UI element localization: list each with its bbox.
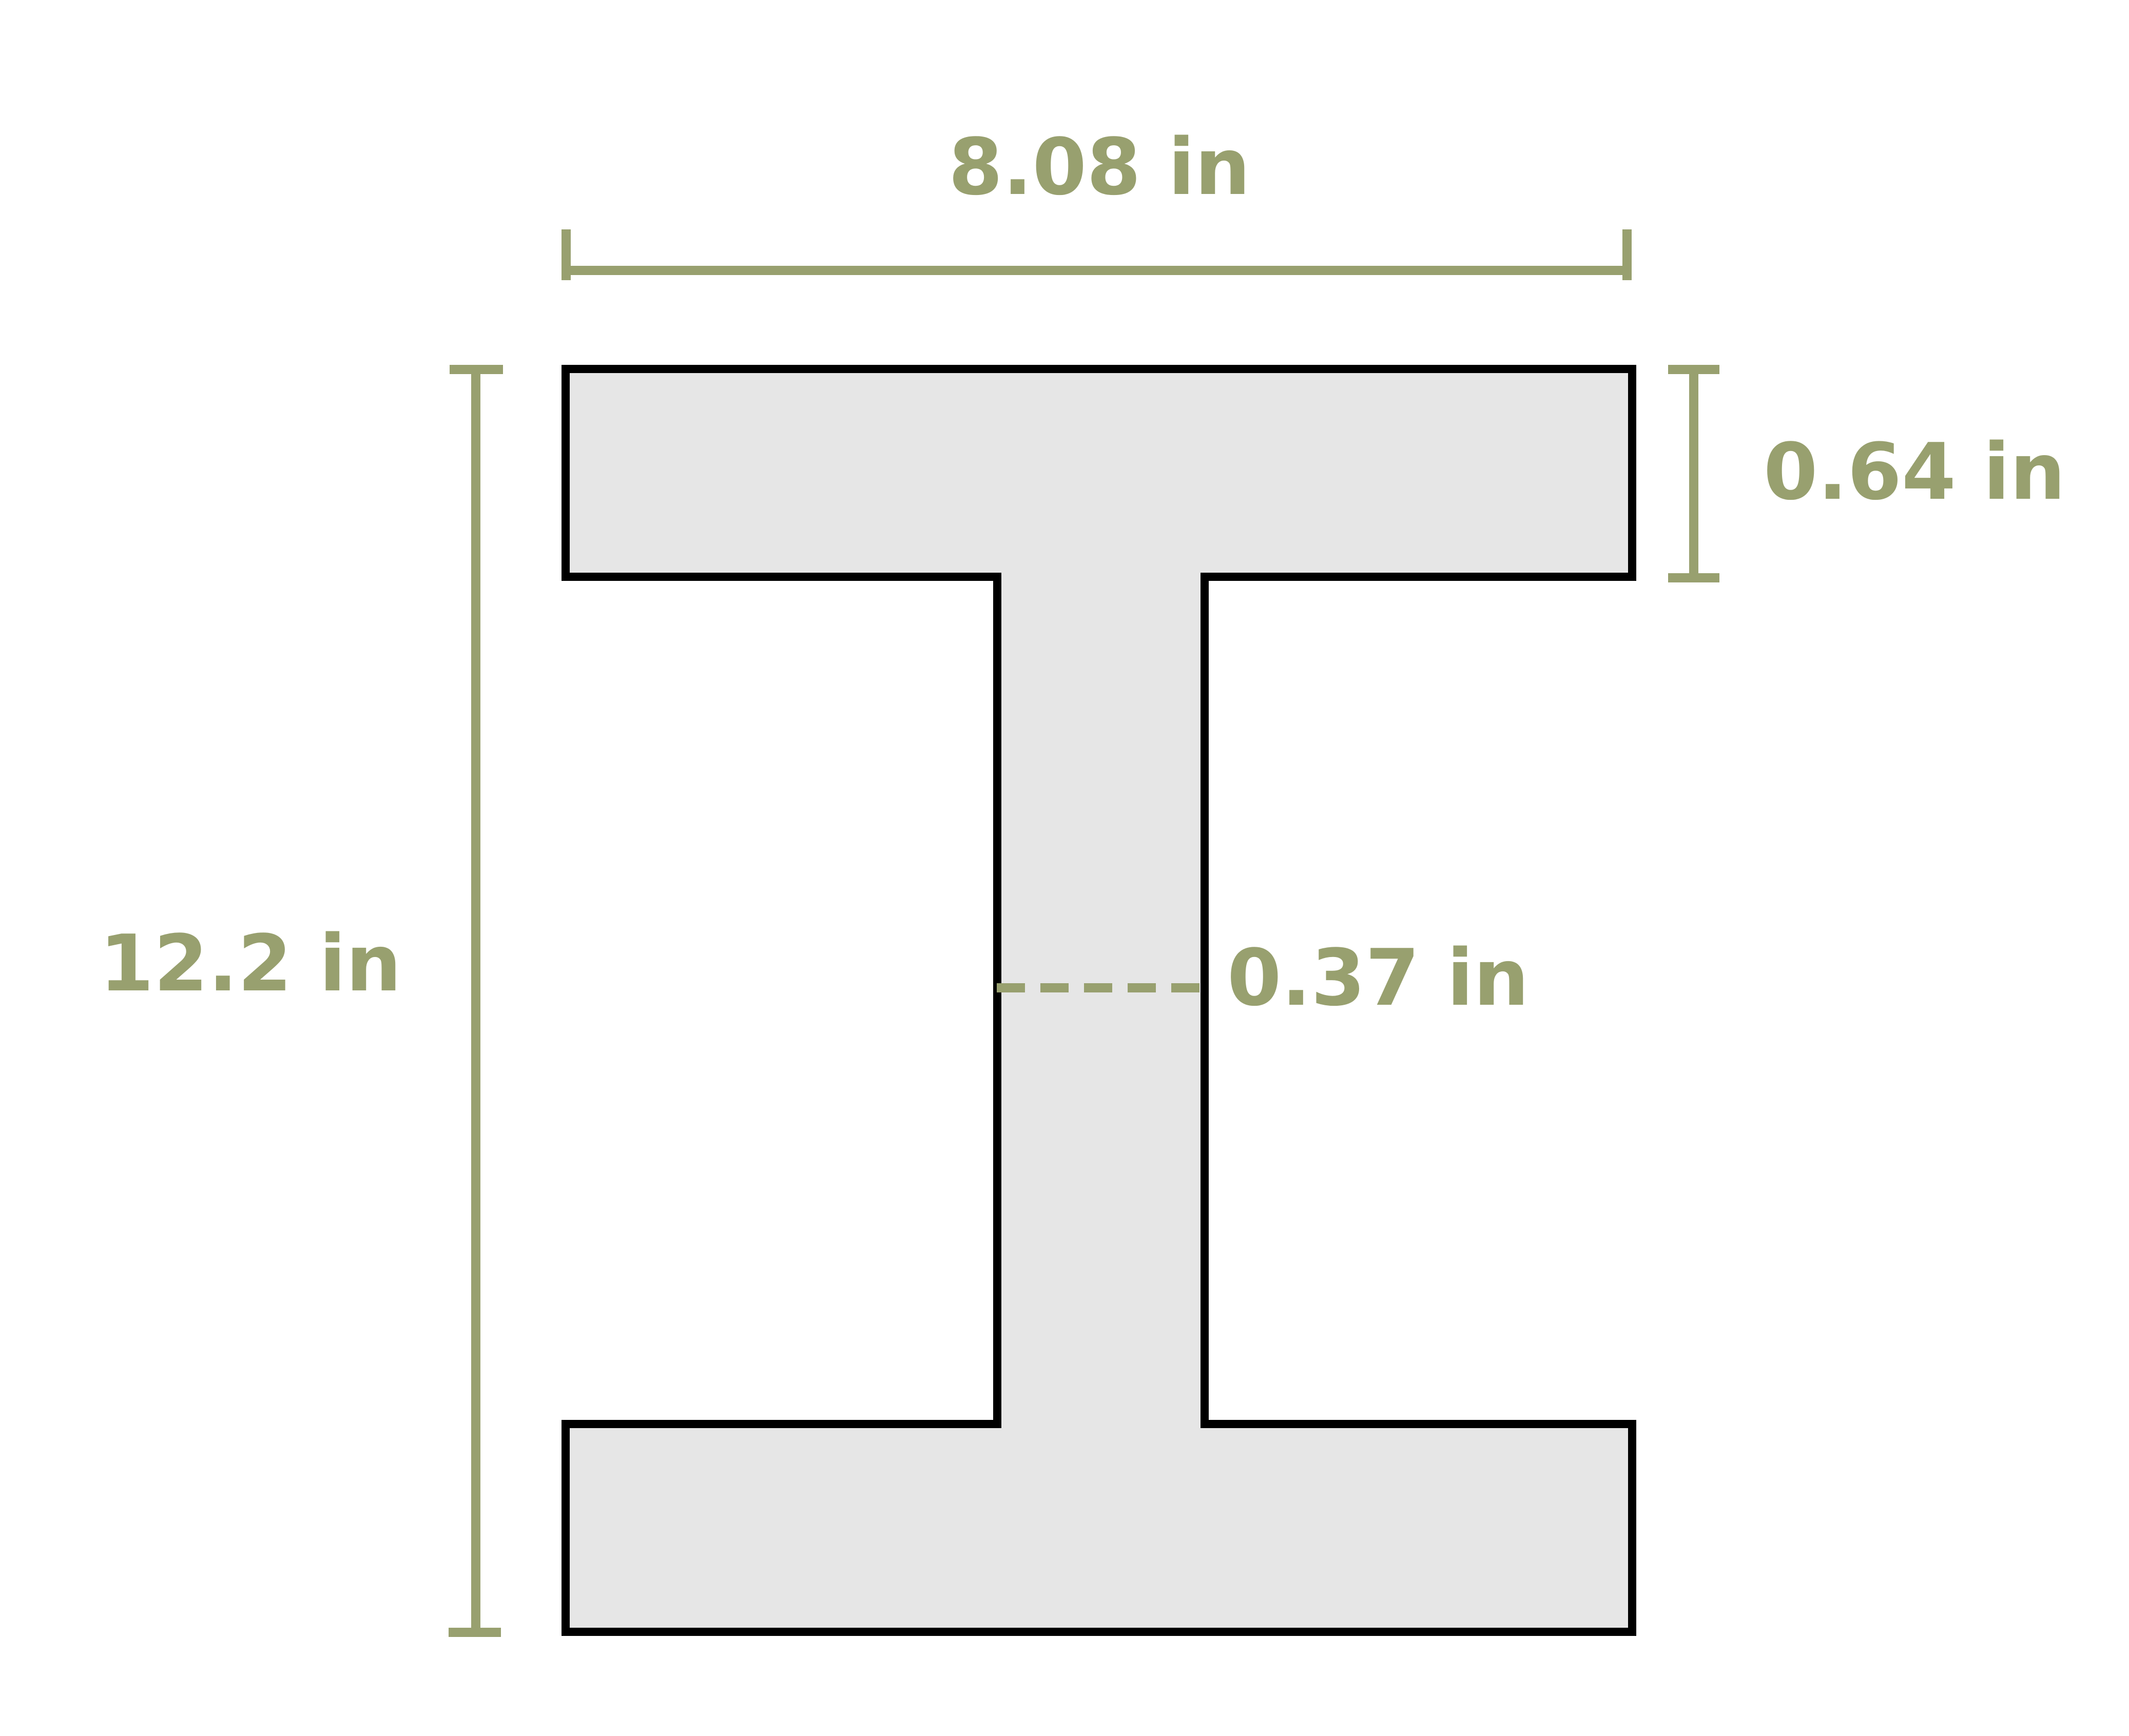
i-beam-section: [562, 365, 1636, 1636]
total-depth-label: 12.2 in: [100, 918, 401, 1009]
flange-width-dimension: [562, 229, 1632, 280]
flange-width-label: 8.08 in: [949, 122, 1250, 212]
total-depth-dimension: [449, 365, 503, 1637]
flange-thickness-dimension: [1668, 365, 1719, 582]
web-thickness-label: 0.37 in: [1227, 932, 1529, 1023]
flange-thickness-label: 0.64 in: [1764, 426, 2065, 517]
